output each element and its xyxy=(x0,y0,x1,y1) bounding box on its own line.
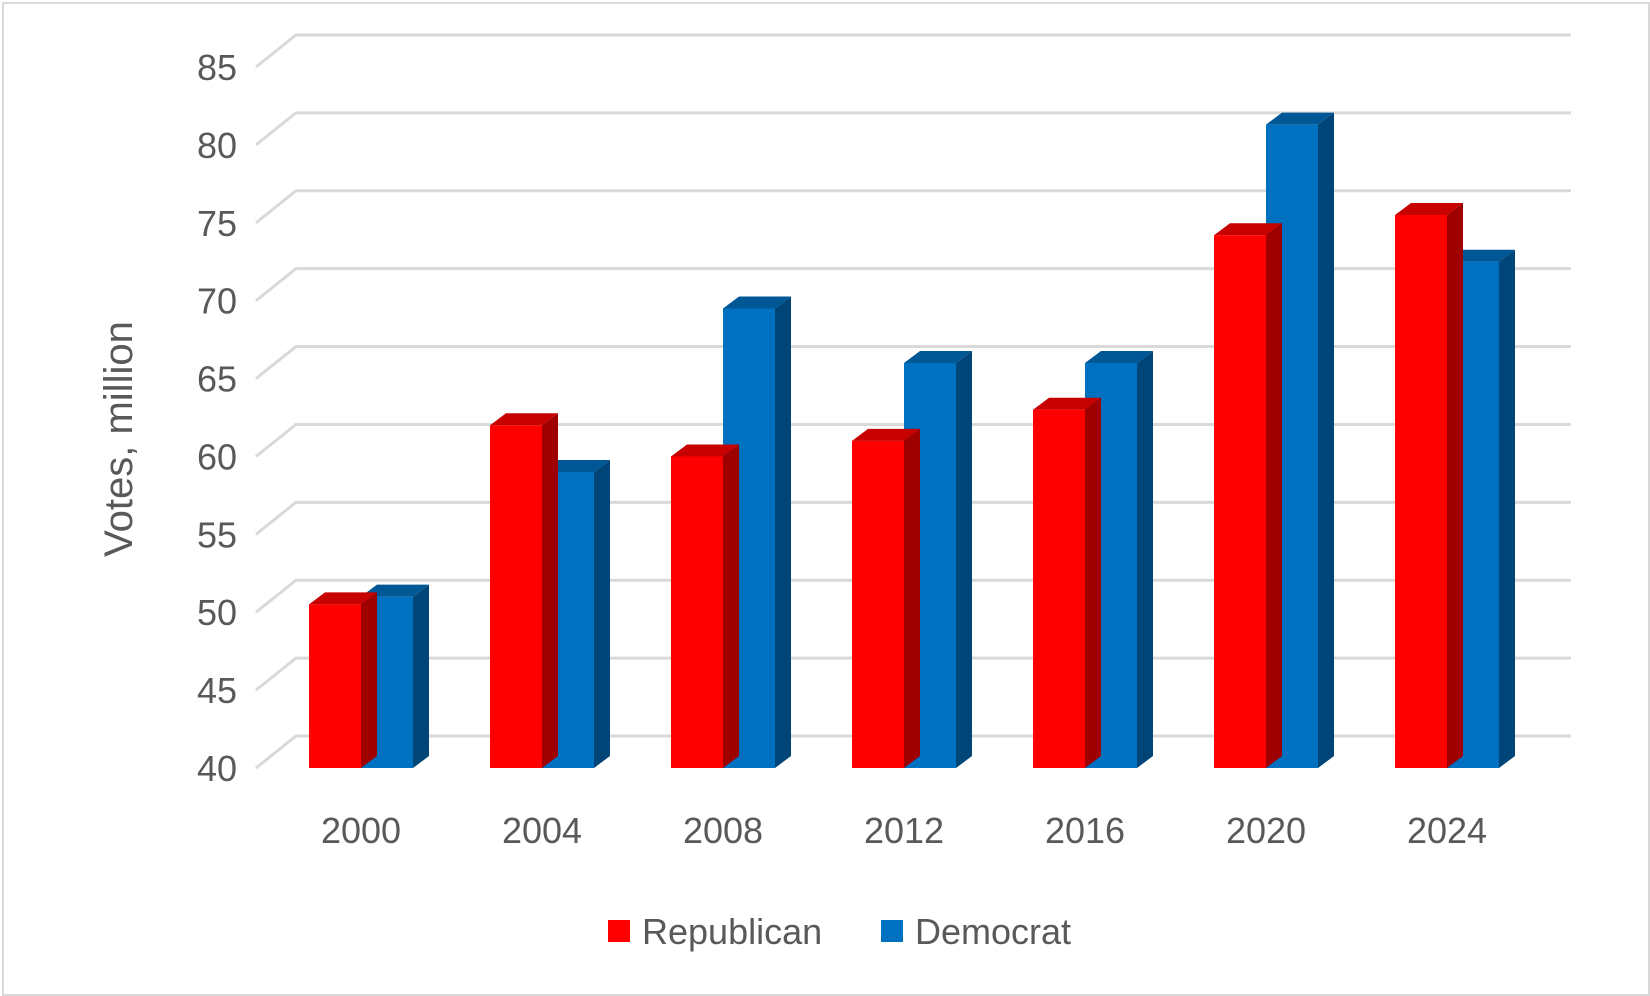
bar-front xyxy=(490,425,542,768)
bar-side xyxy=(1499,249,1515,768)
bar-top xyxy=(309,592,377,605)
y-tick-label: 70 xyxy=(197,281,237,322)
bar-front xyxy=(1395,214,1447,768)
gridline xyxy=(255,189,1571,224)
bar-top xyxy=(542,460,610,473)
bar-top xyxy=(490,413,558,426)
gridlines xyxy=(255,33,1571,770)
bar-side xyxy=(1318,112,1334,769)
bar-front xyxy=(309,604,361,768)
gridline xyxy=(255,267,1571,302)
bars xyxy=(309,112,1515,769)
bar-top xyxy=(671,444,739,457)
bar-top xyxy=(852,428,920,441)
y-tick-label: 55 xyxy=(197,514,237,555)
y-tick-label: 40 xyxy=(197,748,237,789)
bar-top xyxy=(904,350,972,363)
bar-top xyxy=(1085,350,1153,363)
y-axis-ticks: 40 45 50 55 60 65 70 75 80 85 xyxy=(197,47,237,789)
y-tick-label: 80 xyxy=(197,125,237,166)
bar-side xyxy=(723,444,739,768)
bar-chart: 40 45 50 55 60 65 70 75 80 85 Votes, million 2000… xyxy=(97,33,1571,952)
gridline xyxy=(255,111,1571,147)
bar-front xyxy=(852,440,904,768)
bar-side xyxy=(361,592,377,768)
x-axis-ticks: 2000 2004 2008 2012 2016 2020 2024 xyxy=(321,810,1487,851)
legend-swatch xyxy=(608,920,630,942)
y-tick-label: 75 xyxy=(197,203,237,244)
legend-item-republican: Republican xyxy=(608,911,822,952)
x-tick-label: 2012 xyxy=(864,810,944,851)
legend-swatch xyxy=(881,920,903,942)
x-tick-label: 2016 xyxy=(1045,810,1125,851)
gridline xyxy=(255,345,1571,380)
bar-republican-2020 xyxy=(1214,223,1282,769)
legend-label: Republican xyxy=(642,911,822,952)
bar-top xyxy=(1447,249,1515,262)
bar-side xyxy=(1266,223,1282,769)
bar-top xyxy=(1214,223,1282,236)
bar-republican-2024 xyxy=(1395,202,1463,768)
bar-republican-2004 xyxy=(490,413,558,768)
x-tick-label: 2004 xyxy=(502,810,582,851)
x-tick-label: 2020 xyxy=(1226,810,1306,851)
bar-front xyxy=(1033,409,1085,768)
y-axis-title: Votes, million xyxy=(97,321,141,557)
bar-republican-2000 xyxy=(309,592,377,768)
legend: Republican Democrat xyxy=(608,911,1071,952)
y-tick-label: 50 xyxy=(197,592,237,633)
bar-top xyxy=(1033,397,1101,410)
bar-top xyxy=(1395,202,1463,215)
y-tick-label: 45 xyxy=(197,670,237,711)
bar-side xyxy=(775,296,791,768)
bar-top xyxy=(723,296,791,309)
x-tick-label: 2000 xyxy=(321,810,401,851)
y-tick-label: 60 xyxy=(197,436,237,477)
legend-item-democrat: Democrat xyxy=(881,911,1071,952)
y-tick-label: 85 xyxy=(197,47,237,88)
gridline xyxy=(255,33,1571,69)
bar-side xyxy=(542,413,558,768)
bar-side xyxy=(594,460,610,768)
legend-label: Democrat xyxy=(915,911,1071,952)
bar-side xyxy=(904,428,920,768)
bar-side xyxy=(956,350,972,768)
bar-republican-2008 xyxy=(671,444,739,768)
bar-side xyxy=(1085,397,1101,768)
bar-side xyxy=(413,584,429,768)
bar-side xyxy=(1137,350,1153,768)
bar-republican-2016 xyxy=(1033,397,1101,768)
x-tick-label: 2024 xyxy=(1407,810,1487,851)
bar-front xyxy=(1214,235,1266,769)
bar-republican-2012 xyxy=(852,428,920,768)
x-tick-label: 2008 xyxy=(683,810,763,851)
bar-front xyxy=(671,456,723,768)
y-tick-label: 65 xyxy=(197,359,237,400)
bar-top xyxy=(361,584,429,597)
bar-side xyxy=(1447,202,1463,768)
bar-top xyxy=(1266,112,1334,125)
